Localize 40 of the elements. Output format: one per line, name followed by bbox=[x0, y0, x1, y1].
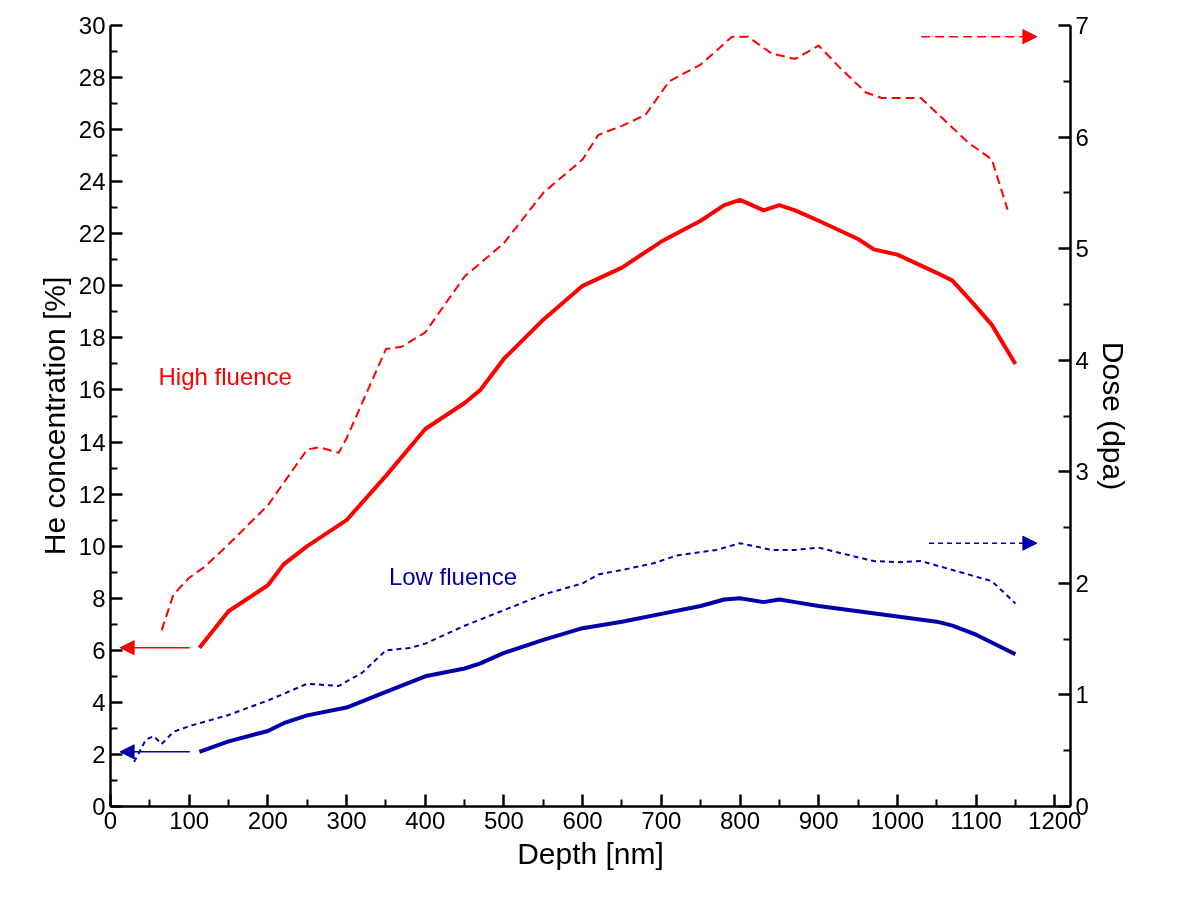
y-tick-label: 14 bbox=[78, 428, 106, 456]
x-tick-label: 300 bbox=[326, 806, 367, 834]
y-tick-label: 16 bbox=[78, 376, 106, 404]
y-tick-label: 8 bbox=[92, 584, 106, 612]
y2-tick-label: 1 bbox=[1075, 681, 1089, 709]
y2-tick-label: 4 bbox=[1075, 346, 1089, 374]
x-tick-label: 600 bbox=[562, 806, 603, 834]
x-tick-label: 800 bbox=[719, 806, 761, 834]
y-tick-label: 18 bbox=[78, 324, 106, 352]
y2-tick-label: 6 bbox=[1075, 123, 1089, 151]
line-series bbox=[160, 35, 1009, 632]
y-tick-label: 22 bbox=[78, 220, 106, 248]
y-tick-label: 2 bbox=[92, 740, 106, 768]
x-tick-label: 900 bbox=[798, 806, 839, 834]
line-series bbox=[197, 596, 1018, 754]
y2-tick-label: 3 bbox=[1075, 458, 1089, 486]
y-tick-label: 12 bbox=[78, 480, 106, 508]
y2-tick-label: 2 bbox=[1075, 569, 1089, 597]
y-tick-label: 4 bbox=[92, 688, 106, 716]
y2-tick-label: 7 bbox=[1075, 12, 1089, 39]
annotation: High fluence bbox=[158, 363, 292, 391]
x-tick-label: 100 bbox=[169, 806, 210, 834]
y2-tick-label: 5 bbox=[1075, 235, 1089, 263]
y-tick-label: 24 bbox=[78, 168, 106, 196]
y-tick-label: 20 bbox=[78, 272, 106, 300]
x-tick-label: 700 bbox=[641, 806, 682, 834]
annotation: Low fluence bbox=[388, 562, 517, 590]
y-tick-label: 30 bbox=[78, 12, 106, 39]
x-tick-label: 400 bbox=[405, 806, 446, 834]
y-tick-label: 6 bbox=[92, 636, 106, 664]
y-tick-label: 28 bbox=[78, 64, 106, 92]
y-tick-label: 26 bbox=[78, 116, 106, 144]
x-axis-title: Depth [nm] bbox=[517, 836, 664, 870]
x-tick-label: 1100 bbox=[950, 806, 1002, 834]
y-axis-title: He concentration [%] bbox=[37, 276, 71, 556]
x-tick-label: 1000 bbox=[870, 806, 925, 834]
x-tick-label: 500 bbox=[483, 806, 524, 834]
y-tick-label: 10 bbox=[78, 532, 106, 560]
y2-axis-title: Dose (dpa) bbox=[1096, 341, 1130, 491]
x-tick-label: 200 bbox=[247, 806, 288, 834]
